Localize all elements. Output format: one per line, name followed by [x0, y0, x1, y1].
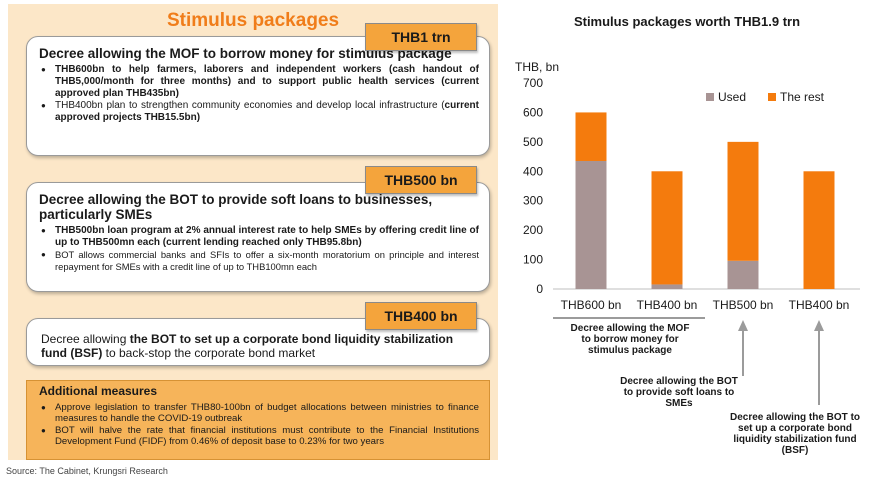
annotation-bsf: Decree allowing the BOT to set up a corp…: [729, 412, 861, 456]
bot-soft-loans-bullets: THB500bn loan program at 2% annual inter…: [39, 225, 479, 273]
additional-bullet-budget: Approve legislation to transfer THB80-10…: [39, 402, 479, 424]
bar-segment-the-rest: [803, 171, 835, 289]
x-tick-label: THB500 bn: [713, 298, 774, 312]
bar-segment-the-rest: [651, 171, 683, 285]
y-tick-label: 200: [523, 223, 543, 237]
y-tick-label: 600: [523, 105, 543, 119]
mof-decree-card: Decree allowing the MOF to borrow money …: [26, 36, 490, 156]
thb400bn-tag: THB400 bn: [365, 302, 477, 330]
bar-segment-the-rest: [727, 141, 759, 261]
bot-soft-loans-card: Decree allowing the BOT to provide soft …: [26, 182, 490, 292]
mof-decree-title: Decree allowing the MOF to borrow money …: [39, 46, 452, 61]
stacked-bar-chart: Stimulus packages worth THB1.9 trn THB, b…: [515, 14, 860, 405]
mof-bullet-400bn-text: THB400bn plan to strengthen community ec…: [55, 100, 445, 111]
additional-measures-title: Additional measures: [39, 384, 158, 398]
additional-measures-box: Additional measures Approve legislation …: [26, 380, 490, 460]
bar-segment-used: [727, 260, 759, 289]
legend-swatch: [768, 93, 776, 101]
x-tick-label: THB400 bn: [789, 298, 850, 312]
bar-segment-used: [651, 284, 683, 289]
y-tick-label: 300: [523, 194, 543, 208]
bsf-text-a: Decree allowing: [41, 332, 130, 346]
chart-title: Stimulus packages worth THB1.9 trn: [574, 14, 800, 29]
y-axis-label: THB, bn: [515, 60, 559, 74]
bar-segment-the-rest: [575, 112, 607, 161]
bot-soft-loans-title: Decree allowing the BOT to provide soft …: [39, 192, 433, 222]
mof-bullet-400bn-approved: current approved projects THB15.5bn): [55, 100, 479, 123]
bot-bullet-500bn: THB500bn loan program at 2% annual inter…: [39, 225, 479, 249]
bot-bullet-moratorium: BOT allows commercial banks and SFIs to …: [39, 249, 479, 273]
mof-bullet-600bn: THB600bn to help farmers, laborers and i…: [39, 64, 479, 100]
annotation-mof-decree: Decree allowing the MOF to borrow money …: [570, 323, 690, 356]
y-tick-label: 100: [523, 253, 543, 267]
legend-swatch: [706, 93, 714, 101]
bot-arrow-head: [738, 320, 748, 331]
source-note: Source: The Cabinet, Krungsri Research: [6, 466, 168, 476]
additional-measures-bullets: Approve legislation to transfer THB80-10…: [39, 402, 479, 447]
bsf-text-c: to back-stop the corporate bond market: [102, 346, 316, 360]
additional-bullet-fidf: BOT will halve the rate that financial i…: [39, 425, 479, 447]
bsf-text-b: the BOT to set up a corporate bond liqui…: [41, 332, 454, 360]
y-tick-label: 700: [523, 76, 543, 90]
legend-label: Used: [718, 90, 746, 104]
annotation-bot-soft-loans: Decree allowing the BOT to provide soft …: [620, 376, 738, 409]
x-tick-label: THB600 bn: [561, 298, 622, 312]
bsf-arrow-head: [814, 320, 824, 331]
mof-decree-bullets: THB600bn to help farmers, laborers and i…: [39, 64, 479, 124]
y-tick-label: 500: [523, 135, 543, 149]
thb1trn-tag: THB1 trn: [365, 23, 477, 51]
bsf-decree-text: Decree allowing the BOT to set up a corp…: [41, 332, 479, 360]
bar-segment-used: [575, 160, 607, 289]
mof-bullet-400bn: THB400bn plan to strengthen community ec…: [39, 100, 479, 124]
thb500bn-tag: THB500 bn: [365, 166, 477, 194]
x-tick-label: THB400 bn: [637, 298, 698, 312]
y-tick-label: 0: [536, 282, 543, 296]
panel-title: Stimulus packages: [166, 10, 340, 31]
stimulus-packages-panel: Stimulus packages Decree allowing the MO…: [8, 4, 498, 460]
legend-label: The rest: [780, 90, 825, 104]
y-tick-label: 400: [523, 164, 543, 178]
